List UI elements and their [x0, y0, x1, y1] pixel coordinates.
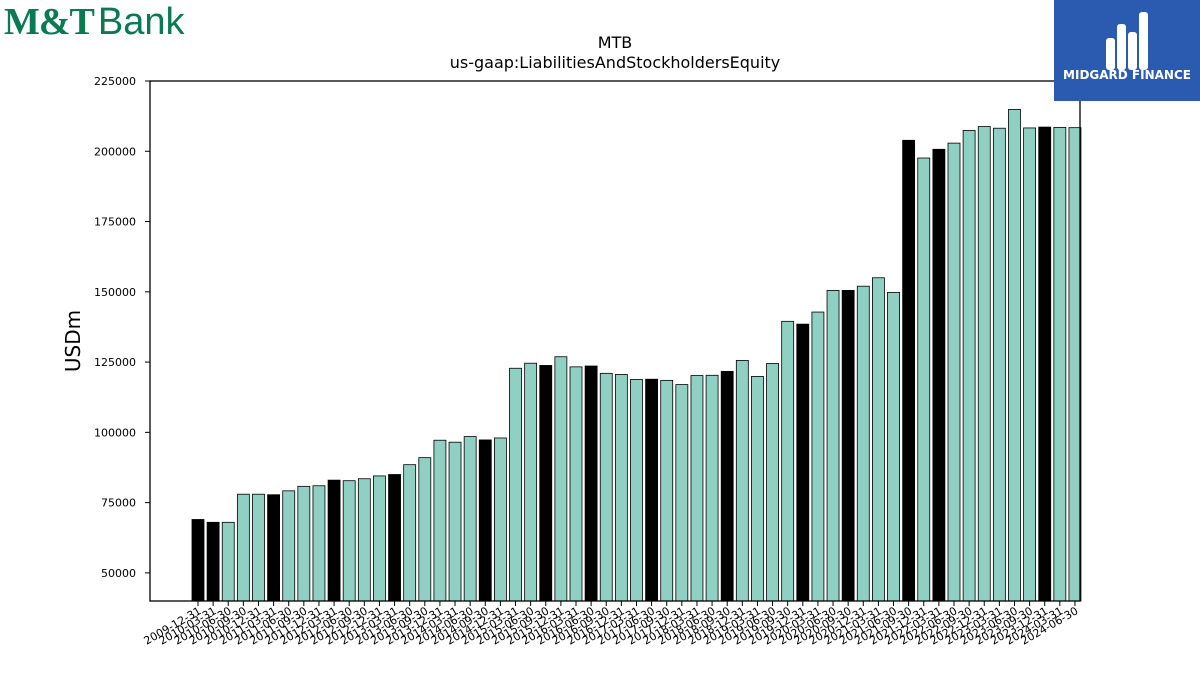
bar [887, 291, 900, 602]
bar [221, 521, 235, 602]
y-tick-label: 125000 [94, 356, 136, 369]
bar [902, 139, 916, 602]
bar [826, 290, 840, 602]
bar [478, 439, 492, 602]
bar [705, 374, 719, 602]
bar [751, 376, 764, 602]
y-tick-label: 150000 [94, 286, 136, 299]
mt-bank-logo-word: Bank [97, 1, 185, 43]
midgard-finance-logo: MIDGARD FINANCE [1054, 0, 1200, 101]
bar [614, 374, 628, 602]
bar [962, 130, 976, 602]
bar [433, 439, 447, 602]
bar [448, 441, 462, 602]
bar [569, 366, 583, 602]
bar [236, 493, 250, 602]
y-tick-label: 175000 [94, 216, 136, 229]
bar-series [191, 108, 1082, 602]
chart-title: MTB [598, 33, 633, 52]
bar [312, 485, 326, 602]
bar [735, 359, 749, 602]
bar [872, 277, 885, 602]
bar [917, 157, 931, 602]
y-axis-ticks: 50000 75000 100000 125000 150000 175000 200000… [94, 75, 150, 580]
bar [675, 384, 689, 602]
bar [796, 323, 810, 602]
y-tick-label: 100000 [94, 426, 136, 439]
bar [1068, 127, 1082, 602]
midgard-finance-wordmark: MIDGARD FINANCE [1063, 68, 1191, 82]
bar [252, 493, 265, 602]
bar [947, 142, 961, 602]
bar [1053, 126, 1067, 602]
bar [463, 436, 477, 602]
bar [297, 485, 311, 602]
bar [267, 494, 281, 602]
bar [841, 290, 855, 602]
bar [342, 480, 356, 602]
bar [932, 148, 946, 602]
bar [418, 457, 432, 602]
bar [554, 356, 568, 602]
bar [357, 478, 371, 602]
bar [206, 521, 220, 602]
bar [388, 474, 401, 602]
mt-bank-logo: M&T Bank [4, 0, 185, 44]
bar [856, 285, 870, 602]
bar [720, 370, 734, 602]
bar [282, 490, 296, 602]
bar [509, 367, 522, 602]
plot-frame [149, 80, 1081, 602]
y-tick-label: 75000 [101, 497, 136, 510]
midgard-finance-mark-icon [1106, 12, 1148, 70]
bar [584, 365, 598, 602]
bar [1038, 126, 1052, 602]
y-tick-label: 200000 [94, 145, 136, 158]
bar [977, 126, 991, 602]
bar [766, 363, 779, 602]
y-axis-label: USDm [61, 310, 85, 372]
bar [539, 365, 553, 602]
chart-subtitle: us-gaap:LiabilitiesAndStockholdersEquity [450, 53, 781, 72]
bar [630, 379, 643, 602]
bar [599, 372, 613, 602]
bar [524, 362, 538, 602]
bar [403, 464, 417, 602]
bar [1008, 108, 1021, 602]
bar [327, 479, 341, 602]
bar [781, 320, 795, 602]
bar [373, 475, 386, 602]
y-tick-label: 225000 [94, 75, 136, 88]
bar [660, 379, 674, 602]
bar [493, 437, 507, 602]
y-tick-label: 50000 [101, 567, 136, 580]
mt-bank-logo-mark: M&T [4, 1, 95, 43]
bar [645, 378, 658, 602]
x-axis-ticks: 2009-12-312010-03-312010-06-302010-09-30… [142, 601, 1080, 648]
bar [811, 311, 825, 602]
bar [191, 519, 205, 602]
bar [992, 127, 1006, 602]
bar [690, 375, 704, 602]
bar [1023, 127, 1036, 602]
